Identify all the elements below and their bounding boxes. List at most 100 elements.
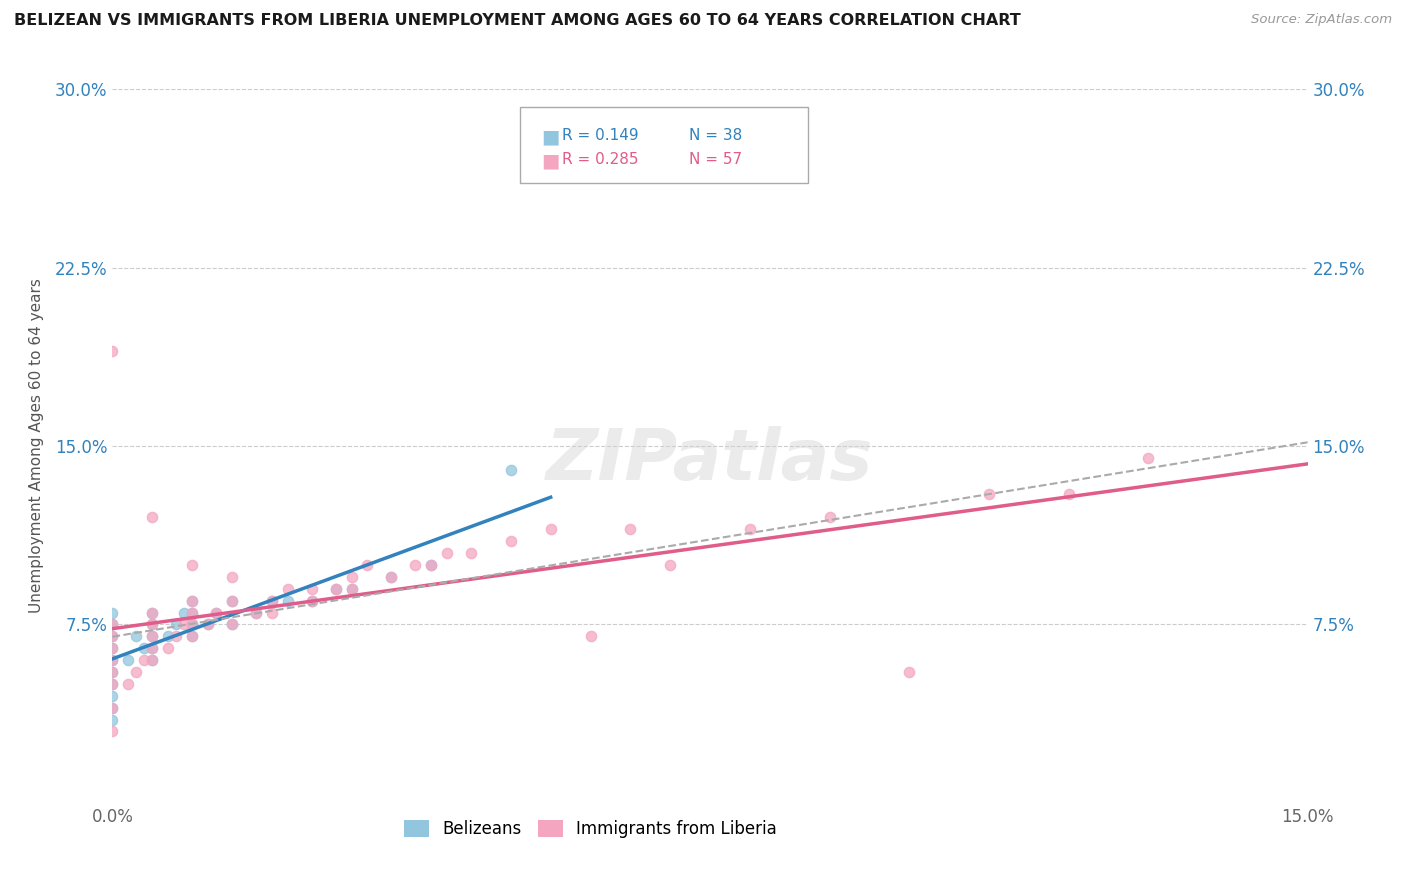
Point	[340, 582, 363, 596]
Point	[221, 593, 243, 607]
Point	[277, 582, 299, 596]
Point	[380, 570, 402, 584]
Point	[540, 522, 562, 536]
Point	[157, 641, 180, 656]
Point	[141, 629, 163, 643]
Point	[260, 606, 283, 620]
Text: ■: ■	[541, 128, 560, 146]
Point	[221, 593, 243, 607]
Point	[205, 606, 228, 620]
Point	[197, 617, 219, 632]
Point	[101, 677, 124, 691]
Point	[738, 522, 761, 536]
Point	[141, 617, 163, 632]
Point	[101, 641, 124, 656]
Point	[134, 653, 156, 667]
Point	[579, 629, 602, 643]
Point	[499, 534, 522, 549]
Text: N = 57: N = 57	[689, 152, 742, 167]
Point	[404, 558, 426, 572]
Point	[181, 629, 204, 643]
Text: N = 38: N = 38	[689, 128, 742, 143]
Point	[356, 558, 378, 572]
Point	[141, 617, 163, 632]
Point	[173, 617, 195, 632]
Point	[117, 677, 139, 691]
Point	[141, 510, 163, 524]
Point	[141, 606, 163, 620]
Point	[125, 665, 148, 679]
Text: ZIPatlas: ZIPatlas	[547, 425, 873, 495]
Point	[101, 629, 124, 643]
Text: R = 0.285: R = 0.285	[562, 152, 638, 167]
Point	[141, 653, 163, 667]
Point	[165, 617, 187, 632]
Point	[101, 629, 124, 643]
Point	[157, 629, 180, 643]
Point	[181, 606, 204, 620]
Point	[181, 593, 204, 607]
Point	[101, 700, 124, 714]
Point	[101, 724, 124, 739]
Point	[260, 593, 283, 607]
Point	[221, 570, 243, 584]
Point	[181, 558, 204, 572]
Point	[181, 617, 204, 632]
Point	[101, 700, 124, 714]
Point	[1057, 486, 1080, 500]
Point	[173, 606, 195, 620]
Point	[340, 582, 363, 596]
Point	[340, 570, 363, 584]
Point	[141, 653, 163, 667]
Point	[325, 582, 347, 596]
Point	[197, 617, 219, 632]
Point	[436, 546, 458, 560]
Point	[117, 653, 139, 667]
Point	[977, 486, 1000, 500]
Legend: Belizeans, Immigrants from Liberia: Belizeans, Immigrants from Liberia	[396, 813, 785, 845]
Point	[101, 343, 124, 358]
Point	[245, 606, 267, 620]
Point	[101, 653, 124, 667]
Text: R = 0.149: R = 0.149	[562, 128, 638, 143]
Point	[245, 606, 267, 620]
Point	[181, 629, 204, 643]
Text: BELIZEAN VS IMMIGRANTS FROM LIBERIA UNEMPLOYMENT AMONG AGES 60 TO 64 YEARS CORRE: BELIZEAN VS IMMIGRANTS FROM LIBERIA UNEM…	[14, 13, 1021, 29]
Point	[221, 617, 243, 632]
Point	[260, 593, 283, 607]
Point	[101, 641, 124, 656]
Point	[301, 593, 323, 607]
Point	[141, 641, 163, 656]
Point	[420, 558, 443, 572]
Point	[460, 546, 482, 560]
Point	[818, 510, 841, 524]
Point	[277, 593, 299, 607]
Point	[181, 606, 204, 620]
Point	[181, 617, 204, 632]
Point	[619, 522, 641, 536]
Point	[205, 606, 228, 620]
Point	[101, 606, 124, 620]
Point	[898, 665, 921, 679]
Text: Source: ZipAtlas.com: Source: ZipAtlas.com	[1251, 13, 1392, 27]
Point	[134, 641, 156, 656]
Point	[101, 689, 124, 703]
Point	[325, 582, 347, 596]
Point	[141, 629, 163, 643]
Text: ■: ■	[541, 152, 560, 170]
Point	[141, 641, 163, 656]
Point	[301, 593, 323, 607]
Point	[221, 617, 243, 632]
Point	[101, 713, 124, 727]
Point	[101, 665, 124, 679]
Point	[380, 570, 402, 584]
Point	[141, 606, 163, 620]
Point	[101, 653, 124, 667]
Point	[420, 558, 443, 572]
Point	[101, 617, 124, 632]
Point	[101, 617, 124, 632]
Point	[659, 558, 682, 572]
Point	[125, 629, 148, 643]
Point	[101, 665, 124, 679]
Y-axis label: Unemployment Among Ages 60 to 64 years: Unemployment Among Ages 60 to 64 years	[30, 278, 44, 614]
